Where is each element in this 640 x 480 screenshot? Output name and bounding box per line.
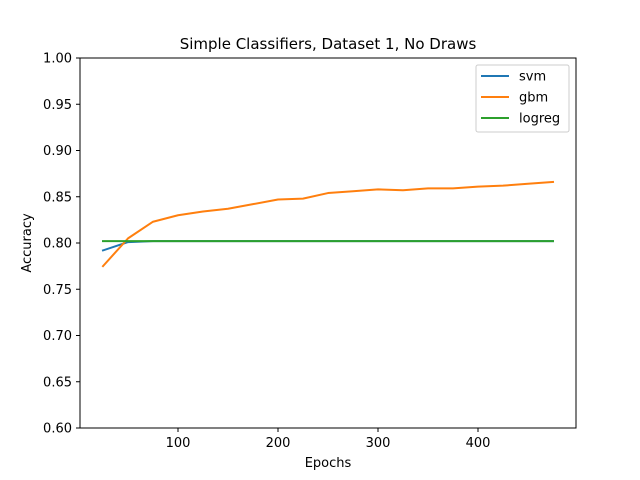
legend: svm gbm logreg bbox=[475, 64, 570, 133]
chart-title: Simple Classifiers, Dataset 1, No Draws bbox=[180, 35, 477, 53]
y-tick-label: 0.80 bbox=[43, 237, 72, 252]
x-tick-label: 400 bbox=[466, 436, 491, 451]
y-tick-label: 0.95 bbox=[43, 98, 72, 113]
y-axis-ticks: 0.60 0.65 0.70 0.75 0.80 0.85 0.90 0.95 1.00 bbox=[43, 52, 80, 437]
y-tick-label: 0.90 bbox=[43, 144, 72, 159]
legend-label-gbm: gbm bbox=[519, 91, 548, 106]
y-tick-label: 0.65 bbox=[43, 375, 72, 390]
y-axis-label: Accuracy bbox=[20, 213, 35, 273]
series-line-gbm bbox=[101, 180, 555, 268]
y-tick-label: 0.75 bbox=[43, 283, 72, 298]
x-axis-ticks: 100 200 300 400 bbox=[166, 428, 491, 451]
x-axis-label: Epochs bbox=[305, 456, 352, 471]
legend-label-svm: svm bbox=[519, 70, 546, 85]
y-tick-label: 0.85 bbox=[43, 190, 72, 205]
x-tick-label: 300 bbox=[366, 436, 391, 451]
y-tick-label: 0.60 bbox=[43, 422, 72, 437]
x-tick-label: 100 bbox=[166, 436, 191, 451]
x-tick-label: 200 bbox=[266, 436, 291, 451]
y-tick-label: 0.70 bbox=[43, 329, 72, 344]
legend-box bbox=[475, 64, 570, 133]
legend-label-logreg: logreg bbox=[519, 112, 560, 127]
y-tick-label: 1.00 bbox=[43, 52, 72, 67]
series-layer bbox=[101, 180, 555, 268]
